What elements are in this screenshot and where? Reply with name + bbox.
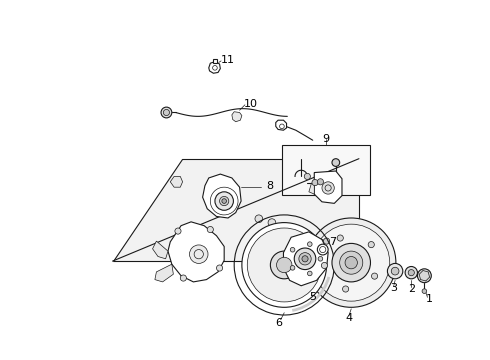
Circle shape	[405, 266, 417, 279]
Circle shape	[345, 256, 357, 269]
Circle shape	[343, 286, 349, 292]
Circle shape	[368, 242, 374, 248]
Circle shape	[313, 224, 390, 301]
Text: 11: 11	[221, 55, 235, 65]
Text: 4: 4	[345, 313, 352, 323]
Circle shape	[337, 235, 343, 241]
Circle shape	[388, 264, 403, 279]
Circle shape	[417, 269, 431, 283]
Polygon shape	[203, 174, 241, 218]
Circle shape	[318, 256, 323, 261]
Circle shape	[332, 243, 370, 282]
Circle shape	[207, 226, 214, 233]
Circle shape	[304, 173, 311, 180]
Polygon shape	[309, 180, 314, 194]
Circle shape	[323, 238, 330, 244]
Circle shape	[268, 219, 276, 226]
Circle shape	[307, 271, 312, 276]
Circle shape	[290, 266, 295, 270]
Circle shape	[391, 267, 399, 275]
Polygon shape	[209, 62, 221, 73]
Bar	[282, 145, 370, 195]
Polygon shape	[152, 241, 168, 259]
Polygon shape	[168, 222, 224, 282]
Circle shape	[371, 273, 378, 279]
Text: 6: 6	[275, 318, 282, 328]
Text: 1: 1	[426, 294, 433, 304]
Circle shape	[161, 107, 172, 118]
Text: 2: 2	[408, 284, 416, 294]
Circle shape	[247, 228, 321, 302]
Circle shape	[307, 218, 396, 307]
Text: 9: 9	[322, 134, 329, 144]
Circle shape	[294, 248, 316, 270]
Circle shape	[292, 227, 300, 235]
Polygon shape	[155, 264, 173, 282]
Circle shape	[255, 215, 263, 222]
Text: 5: 5	[309, 292, 316, 302]
Text: 3: 3	[391, 283, 397, 293]
Polygon shape	[213, 59, 217, 63]
Circle shape	[340, 251, 363, 274]
Circle shape	[217, 265, 222, 271]
Polygon shape	[283, 232, 328, 286]
Circle shape	[290, 247, 295, 252]
Circle shape	[318, 244, 328, 255]
Circle shape	[163, 109, 170, 116]
Circle shape	[276, 257, 292, 273]
Circle shape	[422, 289, 427, 293]
Polygon shape	[113, 159, 359, 261]
Circle shape	[220, 197, 229, 206]
Circle shape	[408, 270, 415, 276]
Circle shape	[312, 180, 318, 186]
Polygon shape	[232, 112, 242, 122]
Circle shape	[190, 245, 208, 264]
Polygon shape	[314, 171, 342, 203]
Text: 7: 7	[329, 237, 336, 247]
Text: 10: 10	[244, 99, 257, 109]
Circle shape	[307, 242, 312, 247]
Polygon shape	[171, 176, 183, 187]
Circle shape	[180, 275, 187, 281]
Circle shape	[175, 228, 181, 234]
Circle shape	[302, 256, 308, 262]
Circle shape	[322, 182, 334, 194]
Circle shape	[270, 251, 298, 279]
Circle shape	[215, 192, 233, 210]
Circle shape	[332, 159, 340, 166]
Polygon shape	[276, 120, 287, 130]
Circle shape	[318, 179, 323, 185]
Text: 8: 8	[267, 181, 273, 191]
Circle shape	[242, 222, 327, 307]
Circle shape	[222, 199, 226, 203]
Circle shape	[280, 222, 287, 230]
Circle shape	[299, 253, 311, 265]
Circle shape	[321, 262, 327, 269]
